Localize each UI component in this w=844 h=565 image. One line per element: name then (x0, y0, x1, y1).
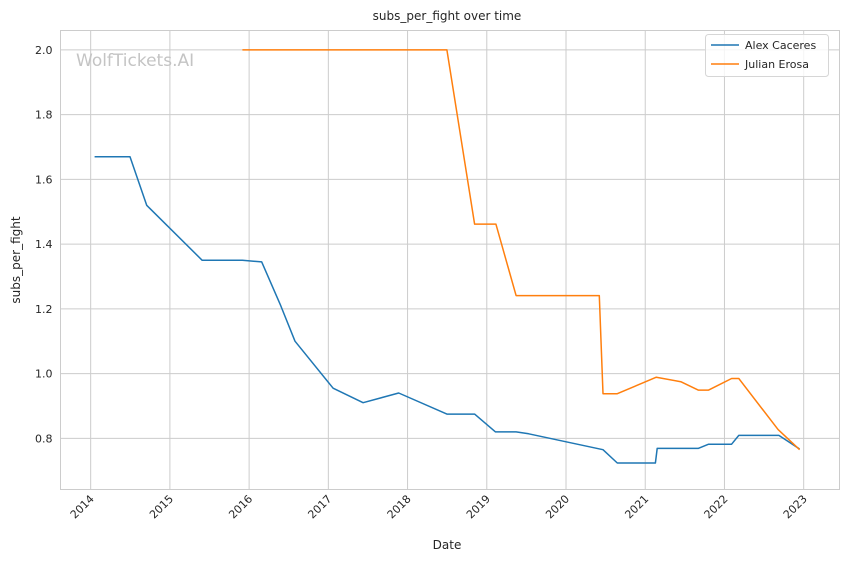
x-tick-label: 2014 (68, 492, 97, 521)
series-line-julian-erosa (242, 49, 801, 451)
series-lines (94, 49, 801, 464)
watermark: WolfTickets.AI (76, 51, 194, 71)
grid (60, 30, 840, 490)
x-tick-label: 2015 (147, 492, 176, 521)
chart-title: subs_per_fight over time (373, 9, 522, 23)
legend: Alex Caceres Julian Erosa (705, 34, 829, 77)
x-tick-label: 2020 (543, 492, 572, 521)
y-tick-label: 1.6 (35, 173, 53, 186)
y-tick-label: 1.0 (35, 368, 53, 381)
y-tick-label: 2.0 (35, 44, 53, 57)
legend-label: Alex Caceres (745, 39, 816, 52)
x-axis-label: Date (433, 538, 462, 552)
legend-label: Julian Erosa (744, 58, 809, 71)
y-tick-label: 1.2 (35, 303, 53, 316)
y-tick-label: 1.4 (35, 238, 53, 251)
x-tick-label: 2019 (464, 492, 493, 521)
y-tick-label: 1.8 (35, 109, 53, 122)
x-tick-labels: 2014 2015 2016 2017 2018 2019 2020 2021 2022 2023 (68, 492, 810, 521)
y-tick-labels: 0.8 1.0 1.2 1.4 1.6 1.8 2.0 (35, 44, 53, 445)
x-tick-label: 2022 (702, 492, 731, 521)
y-axis-label: subs_per_fight (9, 216, 23, 303)
series-line-alex-caceres (94, 155, 801, 464)
plot-frame (60, 30, 840, 490)
x-tick-label: 2017 (305, 492, 334, 521)
x-tick-label: 2021 (622, 492, 651, 521)
x-tick-label: 2023 (781, 492, 810, 521)
x-tick-label: 2018 (385, 492, 414, 521)
y-tick-label: 0.8 (35, 432, 53, 445)
x-tick-label: 2016 (226, 492, 255, 521)
